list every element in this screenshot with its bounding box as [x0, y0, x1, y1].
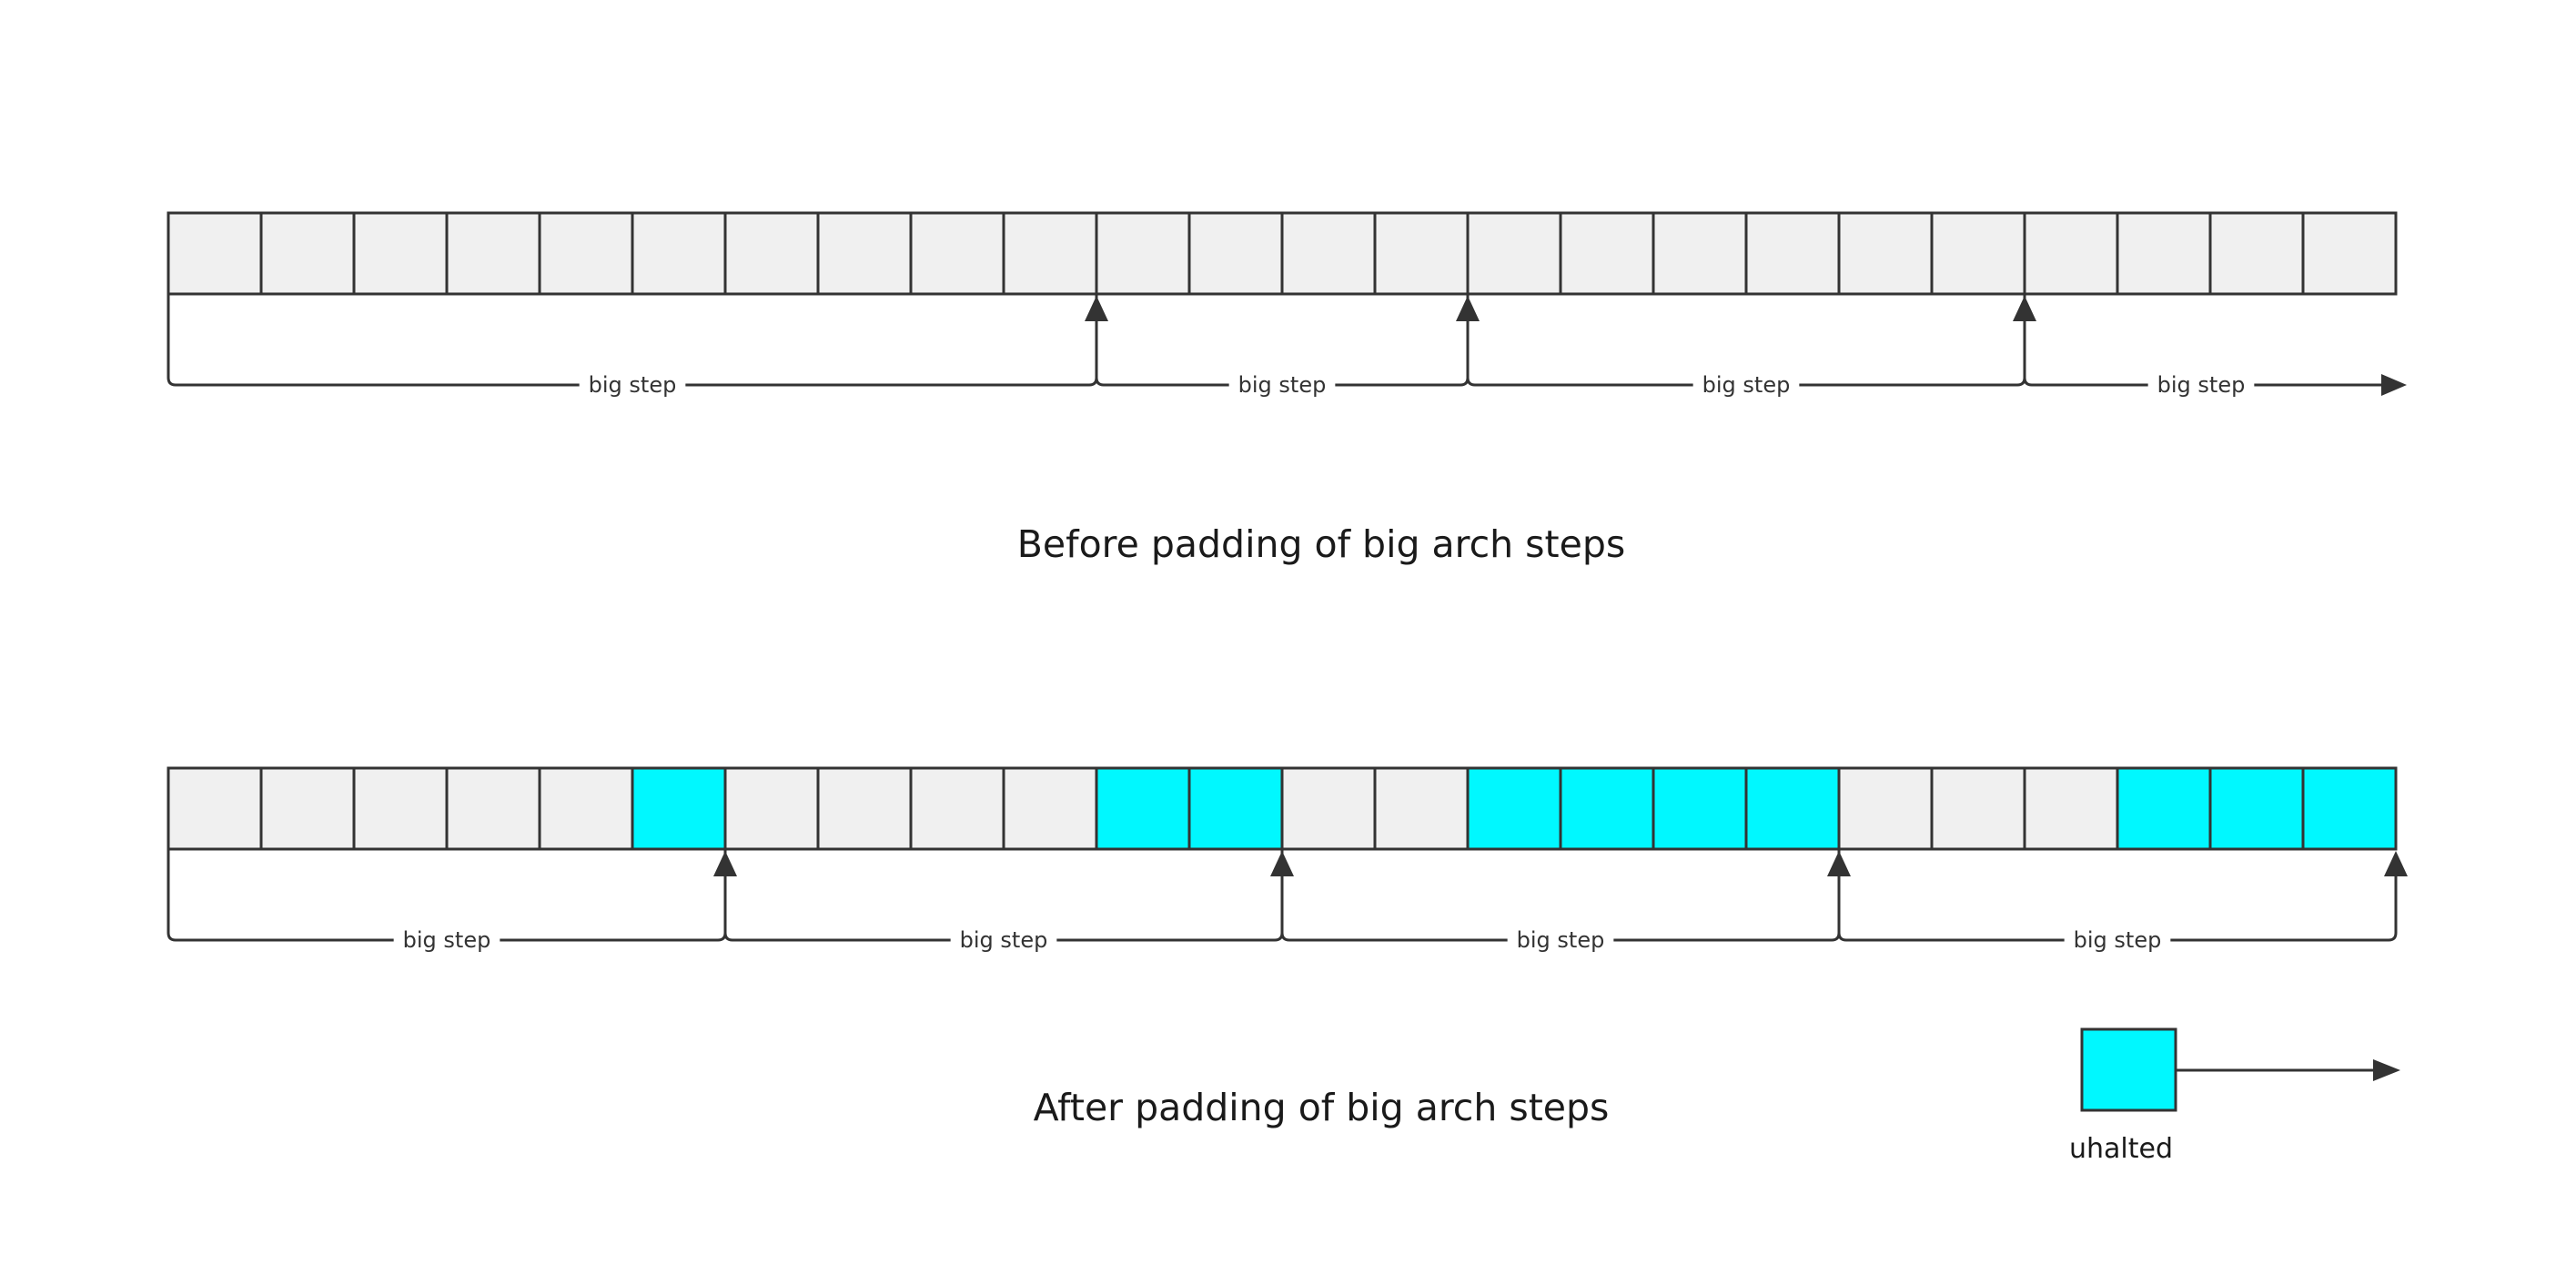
- before-cell-11: [1095, 211, 1191, 296]
- after-cell-4: [445, 766, 541, 851]
- before-padding-section: big step big step big step big step: [167, 211, 2407, 400]
- before-cell-14: [1373, 211, 1470, 296]
- before-big-step-1-label-bg: [579, 370, 686, 400]
- before-cell-17: [1652, 211, 1748, 296]
- before-cell-22: [2116, 211, 2212, 296]
- after-cell-19: [1837, 766, 1934, 851]
- before-cell-13: [1280, 211, 1377, 296]
- before-cell-12: [1187, 211, 1284, 296]
- after-cell-12-halted: [1187, 766, 1284, 851]
- after-cell-17-halted: [1652, 766, 1748, 851]
- after-cell-7: [723, 766, 820, 851]
- before-big-step-4-label-bg: [2147, 370, 2255, 400]
- after-cell-8: [816, 766, 913, 851]
- after-cell-3: [352, 766, 449, 851]
- after-cell-10: [1002, 766, 1098, 851]
- after-cell-2: [259, 766, 356, 851]
- after-cell-21: [2023, 766, 2119, 851]
- after-big-step-3-label: big step: [1517, 927, 1605, 953]
- before-cell-2: [259, 211, 356, 296]
- before-cell-10: [1002, 211, 1098, 296]
- before-cell-9: [909, 211, 1005, 296]
- after-big-step-2-label-bg: [950, 926, 1057, 955]
- after-cell-15-halted: [1466, 766, 1562, 851]
- after-cell-20: [1930, 766, 2026, 851]
- after-big-step-3-label-bg: [1507, 926, 1614, 955]
- before-big-step-2-label-bg: [1228, 370, 1336, 400]
- before-cell-4: [445, 211, 541, 296]
- legend: uhalted: [2069, 1027, 2400, 1165]
- after-cell-6-halted: [631, 766, 727, 851]
- after-big-step-1-label-bg: [393, 926, 500, 955]
- after-big-step-4-label: big step: [2074, 927, 2162, 953]
- before-big-step-4-label: big step: [2157, 372, 2246, 398]
- after-big-step-2-label: big step: [960, 927, 1048, 953]
- legend-label: uhalted: [2069, 1133, 2173, 1165]
- after-padding-section: big step big step big step big step: [167, 766, 2408, 955]
- before-cell-20: [1930, 211, 2026, 296]
- after-big-step-4-arrow-icon: [2384, 851, 2408, 876]
- after-cell-14: [1373, 766, 1470, 851]
- before-big-step-4-brace: [2023, 294, 2398, 387]
- before-cell-18: [1744, 211, 1841, 296]
- before-cell-24: [2301, 211, 2398, 296]
- after-cell-18-halted: [1744, 766, 1841, 851]
- after-cell-1: [167, 766, 263, 851]
- before-cell-5: [538, 211, 634, 296]
- after-big-step-4-label-bg: [2064, 926, 2171, 955]
- before-caption: Before padding of big arch steps: [1017, 522, 1625, 566]
- after-cell-16-halted: [1559, 766, 1655, 851]
- before-cell-3: [352, 211, 449, 296]
- before-cell-19: [1837, 211, 1934, 296]
- before-big-step-1-label: big step: [589, 372, 677, 398]
- after-big-step-1-label: big step: [403, 927, 491, 953]
- after-cell-11-halted: [1095, 766, 1191, 851]
- legend-arrow-icon: [2373, 1059, 2400, 1081]
- after-cell-5: [538, 766, 634, 851]
- before-cell-21: [2023, 211, 2119, 296]
- before-cell-6: [631, 211, 727, 296]
- before-cell-23: [2208, 211, 2305, 296]
- before-cell-1: [167, 211, 263, 296]
- before-cell-8: [816, 211, 913, 296]
- legend-halted-swatch: [2080, 1027, 2177, 1112]
- before-big-step-2-label: big step: [1238, 372, 1327, 398]
- before-big-step-4-arrow-icon: [2381, 374, 2407, 396]
- after-cell-22-halted: [2116, 766, 2212, 851]
- before-big-step-3-label-bg: [1692, 370, 1800, 400]
- before-cell-7: [723, 211, 820, 296]
- before-cell-16: [1559, 211, 1655, 296]
- after-cell-24-halted: [2301, 766, 2398, 851]
- before-big-step-3-label: big step: [1702, 372, 1791, 398]
- after-cell-23-halted: [2208, 766, 2305, 851]
- after-cell-9: [909, 766, 1005, 851]
- after-caption: After padding of big arch steps: [1034, 1086, 1610, 1129]
- after-cell-13: [1280, 766, 1377, 851]
- before-cell-15: [1466, 211, 1562, 296]
